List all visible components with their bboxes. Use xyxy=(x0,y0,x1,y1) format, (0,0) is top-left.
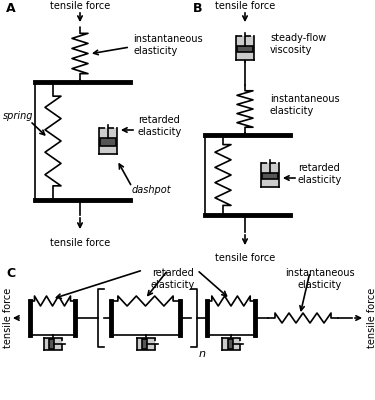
Bar xyxy=(237,46,253,52)
Bar xyxy=(142,339,147,349)
Text: tensile force: tensile force xyxy=(50,238,110,248)
Text: spring: spring xyxy=(3,111,33,121)
Bar xyxy=(261,163,279,187)
Text: instantaneous
elasticity: instantaneous elasticity xyxy=(285,268,355,290)
Text: tensile force: tensile force xyxy=(50,1,110,11)
Bar xyxy=(49,339,54,349)
Bar xyxy=(44,338,62,350)
Text: instantaneous
elasticity: instantaneous elasticity xyxy=(270,94,340,116)
Bar xyxy=(99,128,117,154)
Text: retarded
elasticity: retarded elasticity xyxy=(138,115,182,137)
Text: C: C xyxy=(6,267,15,280)
Bar xyxy=(228,339,233,349)
Text: tensile force: tensile force xyxy=(367,288,375,348)
Text: retarded
elasticity: retarded elasticity xyxy=(298,163,342,185)
Bar xyxy=(222,338,240,350)
Text: retarded
elasticity: retarded elasticity xyxy=(151,268,195,290)
Text: tensile force: tensile force xyxy=(3,288,13,348)
Text: dashpot: dashpot xyxy=(132,185,172,195)
Bar xyxy=(136,338,154,350)
Text: tensile force: tensile force xyxy=(215,1,275,11)
Text: B: B xyxy=(193,2,202,15)
Text: steady-flow
viscosity: steady-flow viscosity xyxy=(270,33,326,55)
Text: A: A xyxy=(6,2,16,15)
Text: tensile force: tensile force xyxy=(215,253,275,263)
Text: n: n xyxy=(199,349,206,359)
Text: instantaneous
elasticity: instantaneous elasticity xyxy=(133,34,202,56)
Bar xyxy=(262,173,278,179)
Bar xyxy=(100,138,116,146)
Bar xyxy=(236,36,254,60)
